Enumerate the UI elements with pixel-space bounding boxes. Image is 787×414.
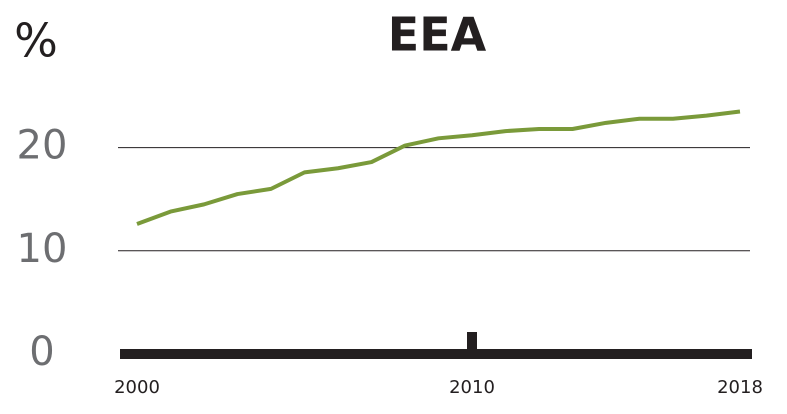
y-tick-label: 10 [17,226,68,272]
x-tick-label: 2000 [114,377,160,398]
y-tick-label: 0 [29,329,54,375]
x-tick-mark [467,332,477,354]
y-axis-label: % [14,14,58,68]
x-tick-label: 2010 [449,377,495,398]
data-line [136,109,741,226]
y-tick-label: 20 [17,123,68,169]
chart-title: EEA [388,8,487,62]
x-tick-label: 2018 [717,377,763,398]
